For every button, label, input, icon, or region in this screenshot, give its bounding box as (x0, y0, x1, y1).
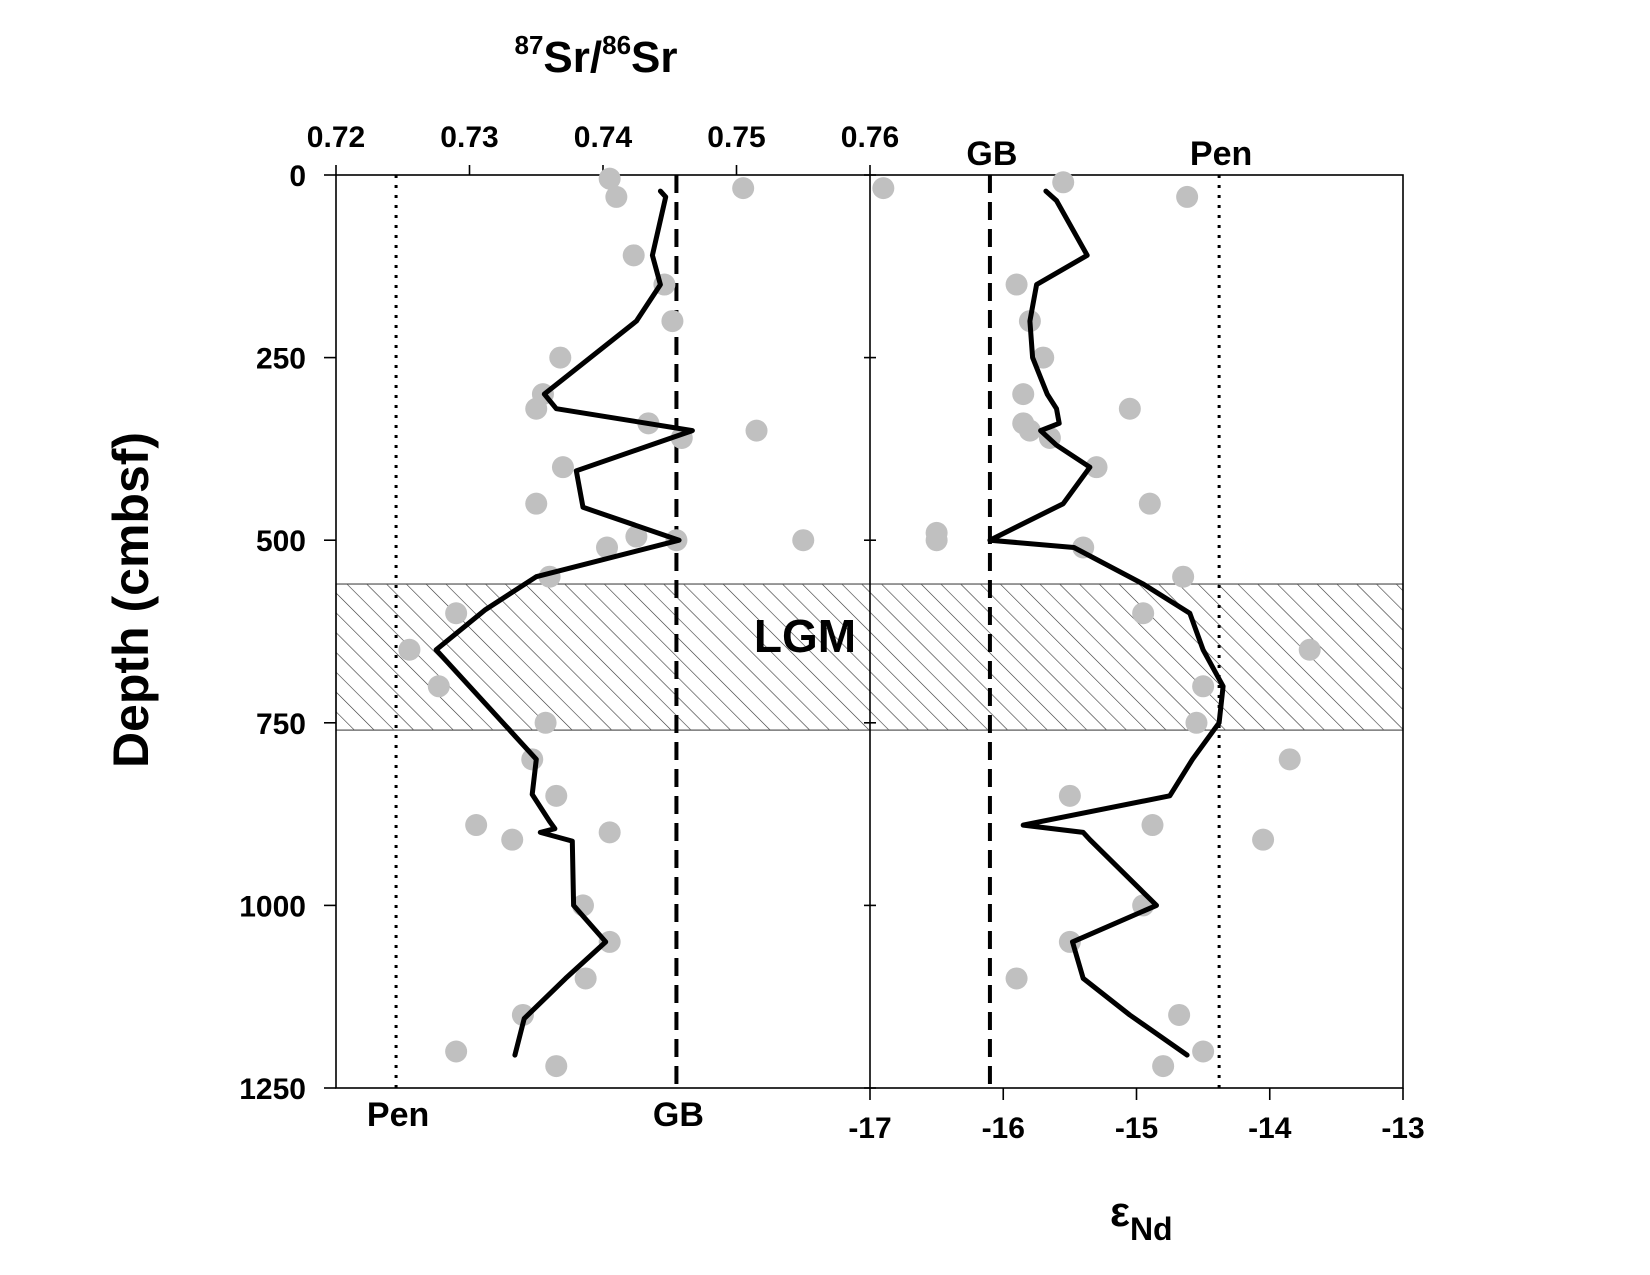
y-tick-label: 750 (256, 708, 306, 741)
y-tick-label: 500 (256, 525, 306, 558)
sr-x-tick-label: 0.76 (841, 121, 899, 154)
sr-data-point (551, 456, 574, 479)
sr-axis-title: 87Sr/86Sr (514, 30, 677, 82)
sr-x-tick-label: 0.73 (440, 121, 498, 154)
sr-data-point (732, 177, 755, 200)
sr-data-point (549, 346, 572, 369)
sr-data-point (598, 821, 621, 844)
sr-data-point (661, 310, 684, 333)
nd-data-point (1141, 814, 1164, 837)
sr-data-point (545, 1055, 568, 1078)
nd-data-point (1172, 565, 1195, 588)
nd-data-point (1118, 397, 1141, 420)
sr-data-point (511, 1003, 534, 1026)
y-tick-label: 250 (256, 343, 306, 376)
sr-data-point (545, 784, 568, 807)
nd-data-point (1298, 638, 1321, 661)
nd-x-tick-label: -16 (982, 1112, 1025, 1145)
nd-data-point (1278, 748, 1301, 771)
nd-data-point (1005, 967, 1028, 990)
sr-data-point (525, 397, 548, 420)
nd-data-point (1052, 171, 1075, 194)
y-tick-label: 1250 (239, 1073, 306, 1106)
nd-data-point (1138, 492, 1161, 515)
sr-ref-label-pen: Pen (367, 1096, 429, 1134)
sr-data-point (501, 828, 524, 851)
nd-title-sub: Nd (1130, 1211, 1173, 1247)
sr-data-point (596, 536, 619, 559)
y-tick-label: 1000 (239, 890, 306, 923)
nd-data-point (1192, 675, 1215, 698)
nd-x-tick-label: -14 (1248, 1112, 1292, 1145)
sr-ref-label-gb: GB (653, 1096, 704, 1134)
y-axis-label: Depth (cmbsf) (103, 432, 159, 768)
sr-data-point (465, 814, 488, 837)
sr-data-point (398, 638, 421, 661)
sr-x-tick-label: 0.72 (307, 121, 365, 154)
sr-title-part2: Sr (631, 33, 677, 82)
nd-x-tick-label: -15 (1115, 1112, 1158, 1145)
nd-axis-title: εNd (1110, 1188, 1173, 1247)
sr-data-point (605, 185, 628, 208)
sr-data-point (625, 525, 648, 548)
nd-data-point (1005, 273, 1028, 296)
sr-x-tick-label: 0.75 (707, 121, 765, 154)
nd-data-point (1058, 784, 1081, 807)
nd-data-point (872, 177, 895, 200)
nd-data-point (1132, 602, 1155, 625)
sr-data-point (598, 167, 621, 190)
nd-data-point (1018, 419, 1041, 442)
sr-data-point (534, 711, 557, 734)
sr-data-point (525, 492, 548, 515)
nd-data-point (1032, 346, 1055, 369)
nd-data-point (1012, 383, 1035, 406)
sr-title-sup1: 87 (514, 30, 543, 60)
nd-data-point (1192, 1040, 1215, 1063)
nd-data-point (1152, 1055, 1175, 1078)
nd-data-point (1252, 828, 1275, 851)
nd-ref-label-gb: GB (966, 135, 1017, 173)
nd-title-epsilon: ε (1110, 1188, 1130, 1235)
nd-x-tick-label: -17 (848, 1112, 891, 1145)
y-tick-label: 0 (289, 160, 306, 193)
sr-title-sup2: 86 (602, 30, 631, 60)
lgm-band-label: LGM (754, 610, 856, 662)
sr-title-part1: Sr/ (543, 33, 602, 82)
nd-x-tick-label: -13 (1381, 1112, 1424, 1145)
sr-data-point (574, 967, 597, 990)
nd-data-point (925, 529, 948, 552)
sr-trend-line (433, 188, 695, 1058)
nd-data-point (1085, 456, 1108, 479)
sr-data-point (745, 419, 768, 442)
sr-data-point (445, 1040, 468, 1063)
nd-ref-label-pen: Pen (1190, 135, 1252, 173)
sr-data-point (622, 244, 645, 267)
sr-x-tick-label: 0.74 (574, 121, 633, 154)
sr-data-point (427, 675, 450, 698)
nd-data-point (1168, 1003, 1191, 1026)
nd-trend-line (987, 188, 1226, 1058)
nd-data-point (1185, 711, 1208, 734)
nd-data-point (1176, 185, 1199, 208)
sr-data-point (445, 602, 468, 625)
sr-data-point (792, 529, 815, 552)
